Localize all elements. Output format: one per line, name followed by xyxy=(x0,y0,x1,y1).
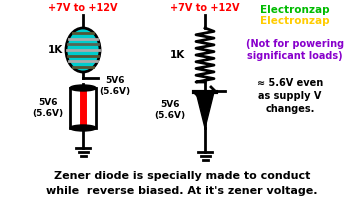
Text: 1K: 1K xyxy=(169,50,185,60)
Text: changes.: changes. xyxy=(265,104,315,114)
Ellipse shape xyxy=(70,125,96,131)
Ellipse shape xyxy=(70,85,96,91)
Text: Electronzap: Electronzap xyxy=(260,5,330,15)
Text: significant loads): significant loads) xyxy=(247,51,343,61)
Text: +7V to +12V: +7V to +12V xyxy=(48,3,118,13)
Text: (Not for powering: (Not for powering xyxy=(246,39,344,49)
Text: ≈ 5.6V even: ≈ 5.6V even xyxy=(257,78,323,88)
Text: 5V6
(5.6V): 5V6 (5.6V) xyxy=(99,76,131,96)
Text: as supply V: as supply V xyxy=(258,91,322,101)
Ellipse shape xyxy=(66,28,100,72)
Text: 1K: 1K xyxy=(47,45,63,55)
Polygon shape xyxy=(196,92,214,128)
Text: 5V6
(5.6V): 5V6 (5.6V) xyxy=(154,100,186,120)
Text: +7V to +12V: +7V to +12V xyxy=(170,3,240,13)
Text: 5V6
(5.6V): 5V6 (5.6V) xyxy=(32,98,64,118)
Text: while  reverse biased. At it's zener voltage.: while reverse biased. At it's zener volt… xyxy=(46,186,318,196)
Bar xyxy=(70,88,96,128)
Text: Zener diode is specially made to conduct: Zener diode is specially made to conduct xyxy=(54,171,310,181)
Text: Electronzap: Electronzap xyxy=(260,16,330,26)
